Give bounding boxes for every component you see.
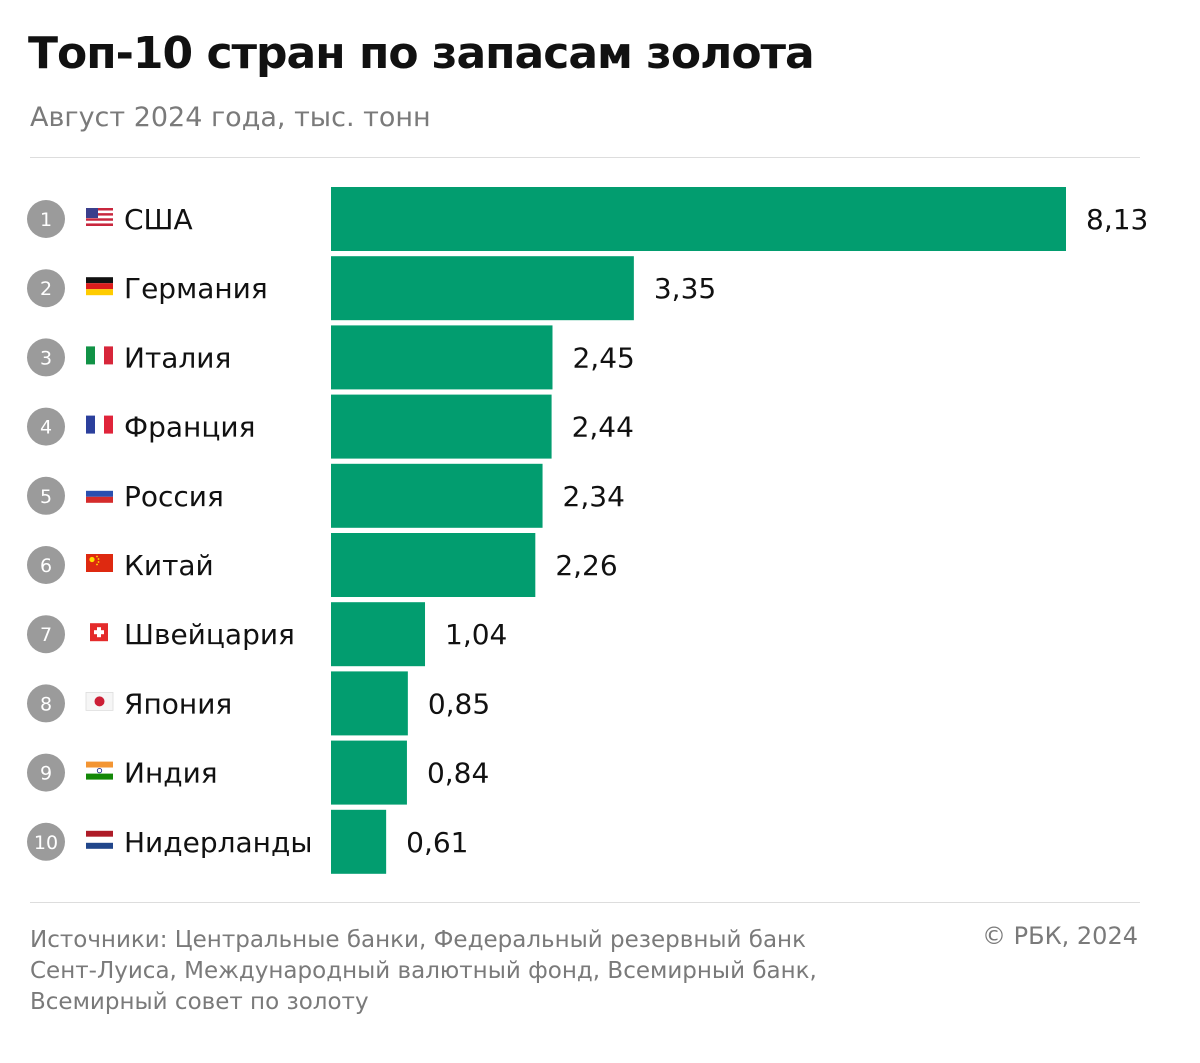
source-line: Источники: Центральные банки, Федеральны… <box>30 927 806 953</box>
rank-number: 6 <box>40 555 52 577</box>
value-label: 0,85 <box>428 687 490 720</box>
flag-switzerland-icon <box>90 623 108 642</box>
rank-number: 7 <box>40 624 52 646</box>
flag-russia-icon <box>86 484 113 503</box>
flag-italy-icon <box>86 346 113 365</box>
data-bar <box>331 463 543 528</box>
data-bar <box>331 671 408 736</box>
flag-germany-icon <box>86 277 113 296</box>
value-label: 0,61 <box>406 826 468 859</box>
data-bar <box>331 325 553 390</box>
country-label: Германия <box>124 272 268 305</box>
rank-badge <box>27 200 65 238</box>
rank-badge <box>27 753 65 792</box>
value-label: 2,34 <box>563 480 625 513</box>
data-bar <box>331 533 536 597</box>
flag-france-icon <box>86 415 113 434</box>
data-bar <box>331 187 1066 251</box>
flag-usa-icon <box>86 208 113 226</box>
data-bar <box>331 256 634 321</box>
country-label: Япония <box>124 687 232 720</box>
flag-china-icon <box>86 554 113 572</box>
chart-subtitle: Август 2024 года, тыс. тонн <box>30 102 431 133</box>
rank-badge <box>27 615 65 654</box>
source-note: Источники: Центральные банки, Федеральны… <box>30 925 900 1018</box>
value-label: 8,13 <box>1086 203 1148 236</box>
copyright-credit: © РБК, 2024 <box>982 922 1138 950</box>
rank-badge <box>27 684 65 723</box>
value-label: 2,45 <box>572 341 634 374</box>
bar-chart: 1 США 8,13 2 Германия 3,35 3 Италия 2,45 4 Франция… <box>27 187 1148 874</box>
flag-netherlands-icon <box>86 830 113 849</box>
rank-number: 3 <box>40 347 52 369</box>
source-line: Сент-Луиса, Международный валютный фонд,… <box>30 958 817 984</box>
chart-title: Топ-10 стран по запасам золота <box>28 28 815 79</box>
country-label: Индия <box>124 757 218 790</box>
data-bar <box>331 809 387 874</box>
rank-badge <box>27 476 65 515</box>
rank-number: 5 <box>40 486 52 508</box>
country-label: Россия <box>124 480 224 513</box>
rank-number: 10 <box>34 832 58 854</box>
country-label: Италия <box>124 341 231 374</box>
rank-number: 2 <box>40 278 52 300</box>
rank-badge <box>27 822 65 861</box>
top-divider <box>30 157 1140 158</box>
country-label: Швейцария <box>124 618 295 651</box>
data-bar <box>331 394 552 459</box>
data-bar <box>331 602 426 667</box>
rank-number: 1 <box>40 209 52 231</box>
data-bar <box>331 740 407 805</box>
value-label: 1,04 <box>445 618 507 651</box>
value-label: 2,44 <box>572 411 634 444</box>
value-label: 3,35 <box>654 272 716 305</box>
rank-number: 4 <box>40 417 52 439</box>
country-label: Китай <box>124 549 214 582</box>
rank-badge <box>27 338 65 377</box>
country-label: США <box>124 203 193 236</box>
country-label: Франция <box>124 411 255 444</box>
rank-badge <box>27 546 65 584</box>
rank-badge <box>27 407 65 446</box>
rank-badge <box>27 269 65 308</box>
value-label: 2,26 <box>555 549 617 582</box>
value-label: 0,84 <box>427 757 489 790</box>
rank-number: 8 <box>40 693 52 715</box>
country-label: Нидерланды <box>124 826 312 859</box>
flag-japan-icon <box>85 692 114 711</box>
source-line: Всемирный совет по золоту <box>30 989 369 1015</box>
bottom-divider <box>30 902 1140 903</box>
flag-india-icon <box>86 761 113 780</box>
rank-number: 9 <box>40 763 52 785</box>
